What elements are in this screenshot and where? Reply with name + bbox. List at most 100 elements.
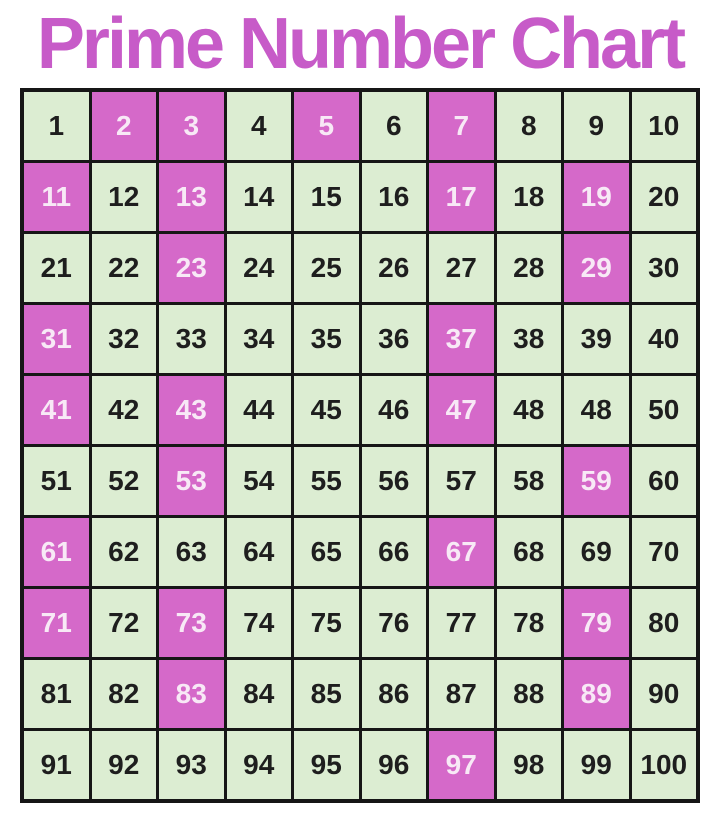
- grid-cell-37: 37: [429, 305, 494, 373]
- grid-cell-65: 65: [294, 518, 359, 586]
- grid-cell-43: 43: [159, 376, 224, 444]
- page-title: Prime Number Chart: [36, 4, 686, 84]
- grid-cell-2: 2: [91, 92, 156, 160]
- grid-cell-96: 96: [361, 731, 426, 799]
- grid-cell-41: 41: [24, 376, 89, 444]
- grid-cell-5: 5: [294, 92, 359, 160]
- grid-cell-25: 25: [294, 234, 359, 302]
- grid-cell-94: 94: [226, 731, 291, 799]
- grid-cell-79: 79: [564, 589, 629, 657]
- grid-cell-54: 54: [226, 447, 291, 515]
- grid-cell-82: 82: [91, 660, 156, 728]
- grid-cell-68: 68: [496, 518, 561, 586]
- grid-cell-11: 11: [24, 163, 89, 231]
- grid-cell-46: 46: [361, 376, 426, 444]
- grid-cell-30: 30: [631, 234, 696, 302]
- grid-cell-44: 44: [226, 376, 291, 444]
- grid-cell-73: 73: [159, 589, 224, 657]
- grid-cell-19: 19: [564, 163, 629, 231]
- grid-cell-87: 87: [429, 660, 494, 728]
- grid-cell-15: 15: [294, 163, 359, 231]
- grid-cell-66: 66: [361, 518, 426, 586]
- grid-cell-83: 83: [159, 660, 224, 728]
- grid-cell-34: 34: [226, 305, 291, 373]
- grid-cell-90: 90: [631, 660, 696, 728]
- grid-cell-33: 33: [159, 305, 224, 373]
- grid-cell-76: 76: [361, 589, 426, 657]
- grid-cell-8: 8: [496, 92, 561, 160]
- grid-cell-45: 45: [294, 376, 359, 444]
- grid-cell-48: 48: [496, 376, 561, 444]
- grid-cell-80: 80: [631, 589, 696, 657]
- grid-cell-88: 88: [496, 660, 561, 728]
- grid-cell-64: 64: [226, 518, 291, 586]
- grid-cell-52: 52: [91, 447, 156, 515]
- grid-cell-6: 6: [361, 92, 426, 160]
- grid-cell-77: 77: [429, 589, 494, 657]
- grid-cell-47: 47: [429, 376, 494, 444]
- grid-cell-58: 58: [496, 447, 561, 515]
- grid-cell-7: 7: [429, 92, 494, 160]
- grid-cell-21: 21: [24, 234, 89, 302]
- grid-cell-31: 31: [24, 305, 89, 373]
- grid-cell-74: 74: [226, 589, 291, 657]
- grid-cell-84: 84: [226, 660, 291, 728]
- grid-cell-62: 62: [91, 518, 156, 586]
- grid-cell-18: 18: [496, 163, 561, 231]
- grid-cell-39: 39: [564, 305, 629, 373]
- grid-cell-4: 4: [226, 92, 291, 160]
- grid-cell-81: 81: [24, 660, 89, 728]
- grid-cell-92: 92: [91, 731, 156, 799]
- grid-cell-20: 20: [631, 163, 696, 231]
- grid-cell-35: 35: [294, 305, 359, 373]
- prime-number-grid: 1 2 3 4 5 6 7 8 9 10 11 12 13 14 15 16 17 18 19 20 21 22 23 24 2…: [20, 88, 700, 803]
- grid-cell-50: 50: [631, 376, 696, 444]
- grid-cell-78: 78: [496, 589, 561, 657]
- grid-cell-53: 53: [159, 447, 224, 515]
- grid-cell-59: 59: [564, 447, 629, 515]
- grid-cell-91: 91: [24, 731, 89, 799]
- grid-cell-89: 89: [564, 660, 629, 728]
- grid-cell-10: 10: [631, 92, 696, 160]
- grid-cell-98: 98: [496, 731, 561, 799]
- grid-cell-86: 86: [361, 660, 426, 728]
- prime-number-chart-page: Prime Number Chart 1 2 3 4 5 6 7 8 9 10 11 12 13 14 15…: [0, 8, 720, 820]
- grid-cell-97: 97: [429, 731, 494, 799]
- grid-cell-32: 32: [91, 305, 156, 373]
- grid-cell-61: 61: [24, 518, 89, 586]
- grid-cell-14: 14: [226, 163, 291, 231]
- grid-cell-27: 27: [429, 234, 494, 302]
- grid-cell-99: 99: [564, 731, 629, 799]
- grid-cell-28: 28: [496, 234, 561, 302]
- grid-cell-12: 12: [91, 163, 156, 231]
- grid-cell-40: 40: [631, 305, 696, 373]
- grid-cell-70: 70: [631, 518, 696, 586]
- grid-cell-3: 3: [159, 92, 224, 160]
- grid-cell-26: 26: [361, 234, 426, 302]
- grid-cell-85: 85: [294, 660, 359, 728]
- grid-cell-1: 1: [24, 92, 89, 160]
- grid-cell-93: 93: [159, 731, 224, 799]
- grid-cell-51: 51: [24, 447, 89, 515]
- grid-cell-23: 23: [159, 234, 224, 302]
- grid-cell-56: 56: [361, 447, 426, 515]
- grid-cell-22: 22: [91, 234, 156, 302]
- grid-cell-63: 63: [159, 518, 224, 586]
- grid-cell-24: 24: [226, 234, 291, 302]
- grid-cell-67: 67: [429, 518, 494, 586]
- grid-cell-36: 36: [361, 305, 426, 373]
- grid-cell-17: 17: [429, 163, 494, 231]
- grid-cell-95: 95: [294, 731, 359, 799]
- grid-cell-49: 48: [564, 376, 629, 444]
- grid-cell-75: 75: [294, 589, 359, 657]
- grid-cell-72: 72: [91, 589, 156, 657]
- grid-cell-100: 100: [631, 731, 696, 799]
- grid-cell-29: 29: [564, 234, 629, 302]
- grid-cell-69: 69: [564, 518, 629, 586]
- grid-cell-42: 42: [91, 376, 156, 444]
- grid-cell-9: 9: [564, 92, 629, 160]
- grid-cell-60: 60: [631, 447, 696, 515]
- grid-cell-55: 55: [294, 447, 359, 515]
- grid-cell-57: 57: [429, 447, 494, 515]
- grid-cell-16: 16: [361, 163, 426, 231]
